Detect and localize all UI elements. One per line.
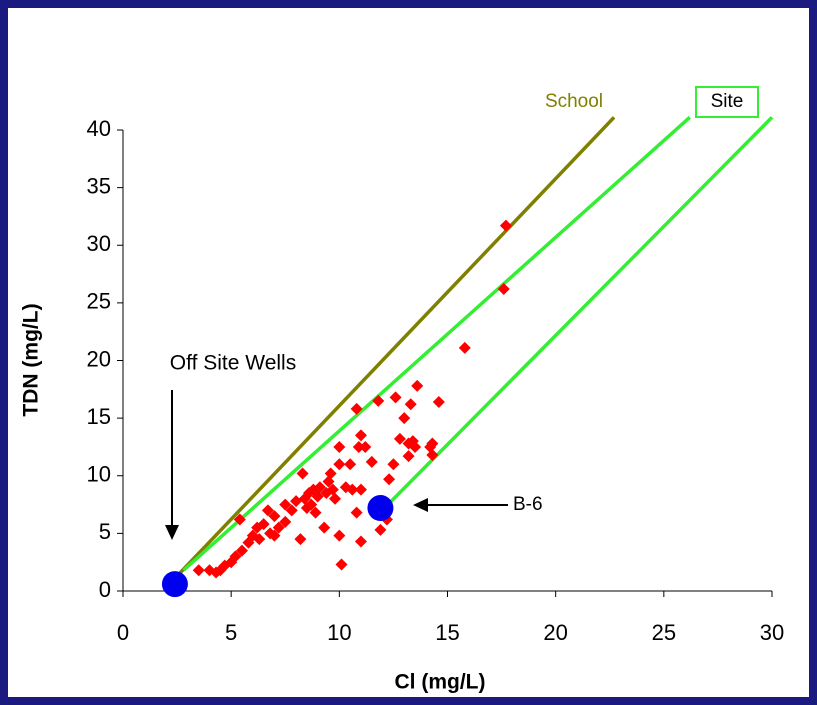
data-point	[309, 506, 322, 519]
data-point	[279, 498, 292, 511]
y-tick-label: 40	[87, 116, 111, 141]
data-point	[387, 458, 400, 471]
y-axis-title: TDN (mg/L)	[20, 303, 43, 416]
x-tick-label: 15	[435, 620, 459, 645]
x-tick-label: 10	[327, 620, 351, 645]
data-point	[268, 510, 281, 523]
data-point	[383, 473, 396, 486]
data-point	[229, 550, 242, 563]
x-tick-label: 5	[225, 620, 237, 645]
data-point	[233, 513, 246, 526]
data-point	[290, 495, 303, 508]
data-point	[398, 412, 411, 425]
data-point	[346, 483, 359, 496]
data-point	[313, 481, 326, 494]
series-label-box	[695, 86, 759, 118]
data-point	[458, 341, 471, 354]
y-tick-label: 35	[87, 173, 111, 198]
data-point	[294, 533, 307, 546]
data-point	[268, 529, 281, 542]
data-point	[335, 558, 348, 571]
trend-line	[175, 116, 616, 578]
data-point	[235, 544, 248, 557]
data-point	[305, 498, 318, 511]
data-point	[285, 504, 298, 517]
data-point	[350, 506, 363, 519]
arrow-head	[413, 498, 428, 512]
x-axis-title: Cl (mg/L)	[395, 671, 486, 694]
annotation: Off Site Wells	[170, 352, 296, 375]
data-point	[333, 458, 346, 471]
data-point	[318, 521, 331, 534]
data-point	[402, 450, 415, 463]
series-label: Site	[711, 91, 744, 112]
y-tick-label: 0	[99, 577, 111, 602]
data-point	[365, 455, 378, 468]
x-tick-label: 20	[543, 620, 567, 645]
series-label: School	[545, 91, 603, 112]
data-point	[344, 458, 357, 471]
data-point	[296, 467, 309, 480]
y-tick-label: 25	[87, 289, 111, 314]
annotation: B-6	[513, 494, 543, 515]
data-point	[354, 429, 367, 442]
trend-line	[387, 116, 774, 505]
data-point	[411, 379, 424, 392]
data-point	[426, 437, 439, 450]
y-tick-label: 20	[87, 346, 111, 371]
data-point	[253, 533, 266, 546]
data-point	[354, 483, 367, 496]
data-point	[374, 523, 387, 536]
data-point	[329, 492, 342, 505]
x-tick-label: 25	[652, 620, 676, 645]
x-tick-label: 30	[760, 620, 784, 645]
data-point	[261, 504, 274, 517]
data-point	[257, 518, 270, 531]
data-point	[354, 535, 367, 548]
data-point	[333, 529, 346, 542]
highlight-point	[161, 571, 188, 598]
data-point	[389, 391, 402, 404]
data-point	[393, 432, 406, 445]
data-point	[279, 515, 292, 528]
data-point	[409, 440, 422, 453]
y-tick-label: 30	[87, 231, 111, 256]
data-point	[350, 402, 363, 415]
data-point	[359, 440, 372, 453]
data-point	[333, 440, 346, 453]
data-point	[499, 219, 512, 232]
data-point	[272, 521, 285, 534]
arrow-head	[165, 525, 179, 540]
frame	[8, 8, 809, 697]
y-tick-label: 5	[99, 519, 111, 544]
data-point	[426, 449, 439, 462]
x-tick-label: 0	[117, 620, 129, 645]
data-point	[404, 398, 417, 411]
data-point	[324, 467, 337, 480]
data-point	[352, 440, 365, 453]
data-point	[192, 564, 205, 577]
data-point	[311, 490, 324, 503]
y-tick-label: 10	[87, 462, 111, 487]
data-point	[497, 283, 510, 296]
data-point	[372, 394, 385, 407]
highlight-point	[367, 495, 394, 522]
y-tick-label: 15	[87, 404, 111, 429]
trend-line	[182, 116, 691, 572]
data-point	[432, 395, 445, 408]
data-point	[326, 483, 339, 496]
